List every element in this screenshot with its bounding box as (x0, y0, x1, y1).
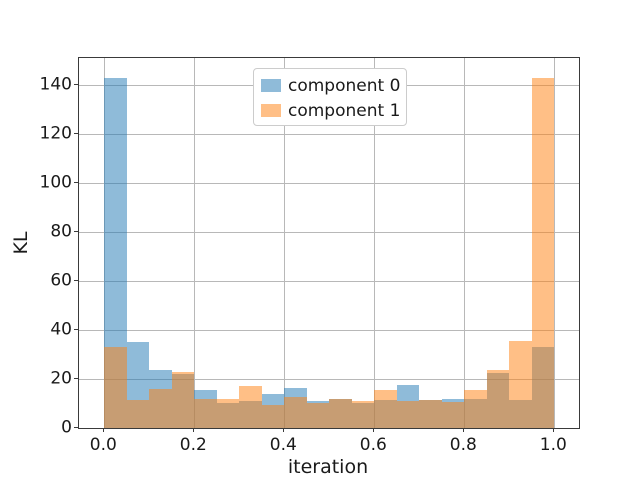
x-tick-label: 0.8 (449, 435, 477, 455)
histogram-bar-component-1 (509, 341, 532, 428)
y-tick (74, 230, 78, 232)
histogram-bar-component-1 (441, 402, 465, 428)
histogram-bar-component-1 (194, 398, 217, 428)
x-tick (193, 428, 195, 432)
histogram-bar-component-1 (149, 388, 172, 428)
histogram-bar-component-1 (239, 386, 262, 428)
histogram-bar-component-1 (531, 77, 555, 428)
x-gridline (464, 58, 466, 428)
y-tick (74, 83, 78, 85)
x-tick-label: 0.6 (359, 435, 387, 455)
x-tick (103, 428, 105, 432)
histogram-bar-component-1 (261, 404, 285, 428)
histogram-bar-component-1 (171, 371, 195, 428)
x-gridline (374, 58, 376, 428)
x-tick (463, 428, 465, 432)
legend-entry: component 1 (254, 100, 406, 122)
legend-swatch (261, 79, 281, 92)
histogram-bar-component-0 (104, 77, 127, 428)
y-tick (74, 377, 78, 379)
x-gridline (194, 58, 196, 428)
histogram-bar-component-1 (329, 398, 352, 428)
y-tick (74, 328, 78, 330)
y-tick-label: 80 (50, 221, 72, 242)
y-tick (74, 279, 78, 281)
y-tick-label: 40 (50, 319, 72, 340)
x-tick (553, 428, 555, 432)
x-gridline (554, 58, 556, 428)
histogram-bar-component-1 (486, 370, 510, 428)
legend-swatch (261, 104, 281, 117)
histogram-bar-component-1 (306, 403, 330, 428)
x-tick (283, 428, 285, 432)
y-tick-label: 0 (61, 417, 72, 438)
histogram-bar-component-1 (104, 347, 127, 428)
histogram-bar-component-1 (419, 399, 442, 428)
y-tick (74, 181, 78, 183)
legend-entry-label: component 0 (288, 76, 401, 96)
histogram-bar-component-1 (464, 390, 487, 428)
y-tick-label: 140 (39, 74, 72, 95)
x-tick-label: 0.0 (89, 435, 117, 455)
legend: component 0 component 1 (253, 68, 407, 126)
x-tick-label: 0.4 (269, 435, 297, 455)
x-tick-label: 0.2 (179, 435, 207, 455)
y-gridline (79, 133, 579, 135)
y-gridline (79, 378, 579, 380)
histogram-bar-component-1 (374, 390, 397, 428)
legend-entry: component 0 (254, 75, 406, 97)
y-tick-label: 120 (39, 123, 72, 144)
histogram-bar-component-1 (351, 401, 375, 428)
legend-entry-label: component 1 (288, 101, 401, 121)
y-tick (74, 427, 78, 428)
histogram-bar-component-1 (216, 398, 240, 428)
histogram-bar-component-1 (396, 401, 420, 428)
y-gridline (79, 280, 579, 282)
y-tick (74, 132, 78, 134)
y-gridline (79, 329, 579, 331)
x-tick-label: 1.0 (539, 435, 567, 455)
y-tick-label: 60 (50, 270, 72, 291)
y-tick-label: 100 (39, 172, 72, 193)
histogram-bar-component-1 (126, 399, 150, 428)
x-gridline (284, 58, 286, 428)
x-tick (373, 428, 375, 432)
histogram-bar-component-1 (284, 397, 307, 428)
y-gridline (79, 182, 579, 184)
y-axis-label: KL (10, 231, 32, 255)
y-gridline (79, 231, 579, 233)
y-tick-label: 20 (50, 368, 72, 389)
x-axis-label: iteration (287, 456, 369, 478)
